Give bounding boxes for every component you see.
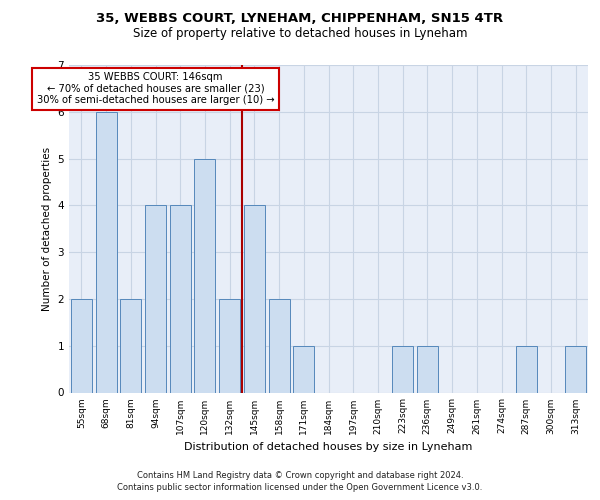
Bar bbox=[417, 346, 438, 393]
Bar bbox=[219, 299, 240, 392]
Text: 35, WEBBS COURT, LYNEHAM, CHIPPENHAM, SN15 4TR: 35, WEBBS COURT, LYNEHAM, CHIPPENHAM, SN… bbox=[97, 12, 503, 26]
Y-axis label: Number of detached properties: Number of detached properties bbox=[42, 146, 52, 311]
Bar bbox=[194, 158, 215, 392]
Bar bbox=[392, 346, 413, 393]
Bar bbox=[269, 299, 290, 392]
Bar bbox=[516, 346, 537, 393]
Text: Contains public sector information licensed under the Open Government Licence v3: Contains public sector information licen… bbox=[118, 484, 482, 492]
Bar bbox=[565, 346, 586, 393]
Bar bbox=[170, 206, 191, 392]
Text: Contains HM Land Registry data © Crown copyright and database right 2024.: Contains HM Land Registry data © Crown c… bbox=[137, 471, 463, 480]
Bar bbox=[120, 299, 141, 392]
Bar bbox=[95, 112, 116, 392]
Bar bbox=[293, 346, 314, 393]
Bar bbox=[244, 206, 265, 392]
X-axis label: Distribution of detached houses by size in Lyneham: Distribution of detached houses by size … bbox=[184, 442, 473, 452]
Bar bbox=[71, 299, 92, 392]
Bar bbox=[145, 206, 166, 392]
Text: Size of property relative to detached houses in Lyneham: Size of property relative to detached ho… bbox=[133, 28, 467, 40]
Text: 35 WEBBS COURT: 146sqm
← 70% of detached houses are smaller (23)
30% of semi-det: 35 WEBBS COURT: 146sqm ← 70% of detached… bbox=[37, 72, 274, 105]
